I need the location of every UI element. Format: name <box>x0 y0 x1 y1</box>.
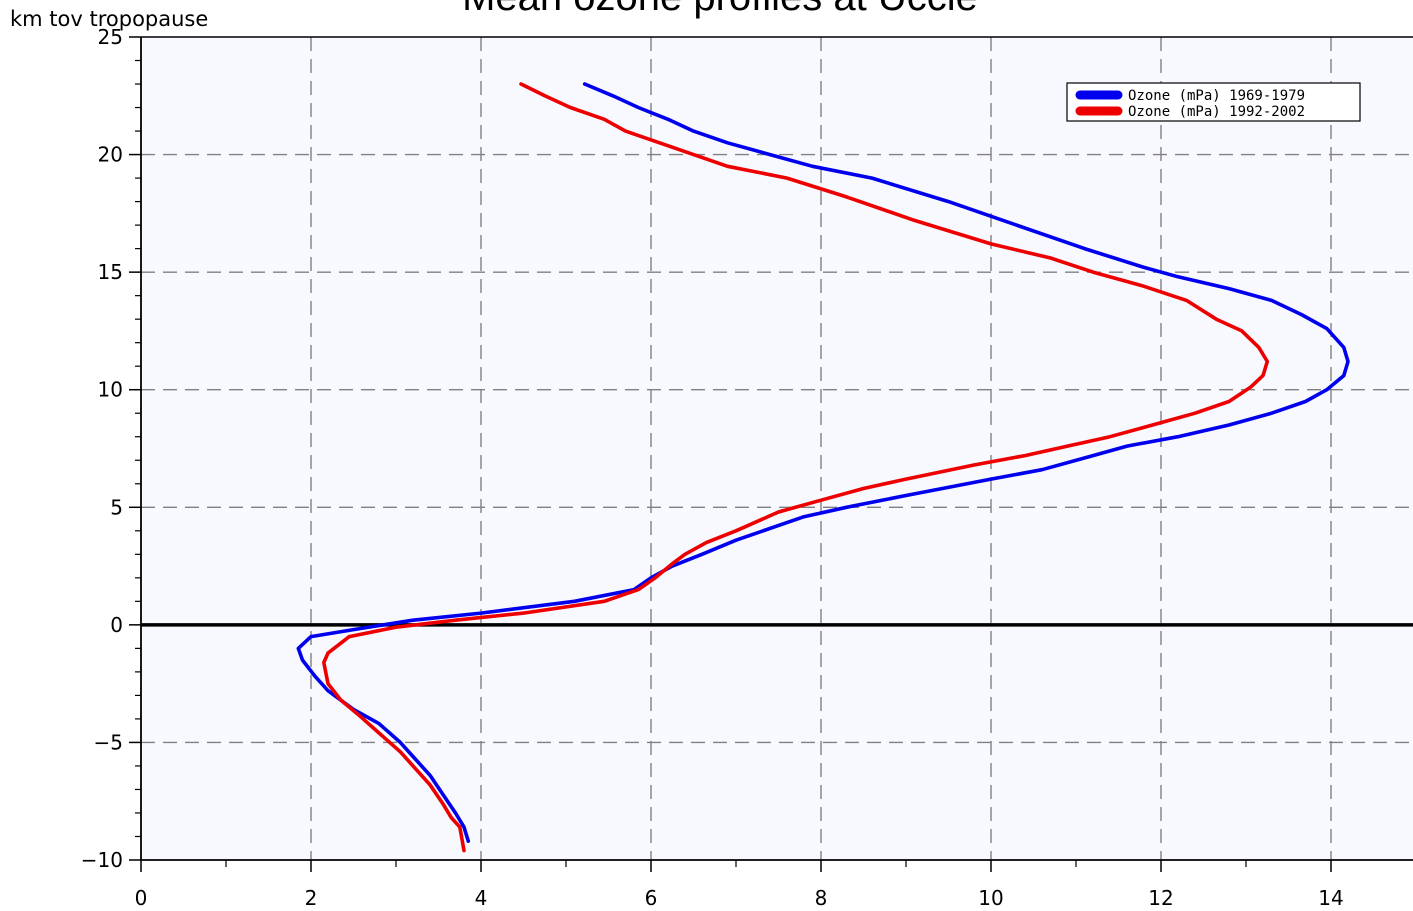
series-line-1 <box>296 82 1350 844</box>
x-tick-label: 10 <box>978 886 1003 910</box>
y-tick-label: 25 <box>98 25 123 49</box>
x-tick-label: 14 <box>1318 886 1343 910</box>
y-tick-label: 5 <box>110 495 123 519</box>
x-tick-label: 12 <box>1148 886 1173 910</box>
x-tick-label: 4 <box>475 886 488 910</box>
x-axis-ticks: 0 2 4 6 8 10 12 14 <box>135 860 1344 910</box>
x-tick-label: 2 <box>305 886 318 910</box>
series-line-2 <box>321 82 1270 853</box>
plot-background <box>141 37 1413 860</box>
y-tick-label: 20 <box>98 143 123 167</box>
legend-entry-series-1: Ozone (mPa) 1969-1979 <box>1128 88 1305 104</box>
x-tick-label: 0 <box>135 886 148 910</box>
y-tick-label: 15 <box>98 260 123 284</box>
y-tick-label: 0 <box>110 613 123 637</box>
y-tick-label: 10 <box>98 378 123 402</box>
legend-entry-series-2: Ozone (mPa) 1992-2002 <box>1128 104 1305 120</box>
y-tick-label: −5 <box>94 730 123 754</box>
y-tick-label: −10 <box>81 848 123 872</box>
chart-title: Mean ozone profiles at Uccle <box>462 0 978 19</box>
x-tick-label: 8 <box>815 886 828 910</box>
y-axis-label: km tov tropopause <box>10 7 208 31</box>
vertical-gridlines <box>310 37 1332 860</box>
x-tick-label: 6 <box>645 886 658 910</box>
horizontal-gridlines <box>141 153 1413 744</box>
series-lines <box>296 82 1350 853</box>
legend: Ozone (mPa) 1969-1979 Ozone (mPa) 1992-2… <box>1066 82 1361 122</box>
y-axis-ticks: −10 −5 0 5 10 15 20 25 <box>81 25 141 872</box>
